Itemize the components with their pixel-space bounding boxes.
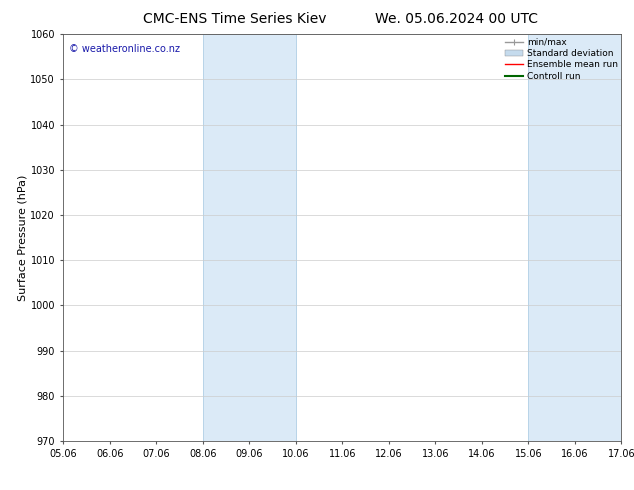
- Bar: [203, 34, 296, 441]
- Text: © weatheronline.co.nz: © weatheronline.co.nz: [69, 45, 180, 54]
- Text: CMC-ENS Time Series Kiev: CMC-ENS Time Series Kiev: [143, 12, 327, 26]
- Bar: [528, 34, 621, 441]
- Text: We. 05.06.2024 00 UTC: We. 05.06.2024 00 UTC: [375, 12, 538, 26]
- Legend: min/max, Standard deviation, Ensemble mean run, Controll run: min/max, Standard deviation, Ensemble me…: [503, 36, 619, 82]
- Y-axis label: Surface Pressure (hPa): Surface Pressure (hPa): [18, 174, 28, 301]
